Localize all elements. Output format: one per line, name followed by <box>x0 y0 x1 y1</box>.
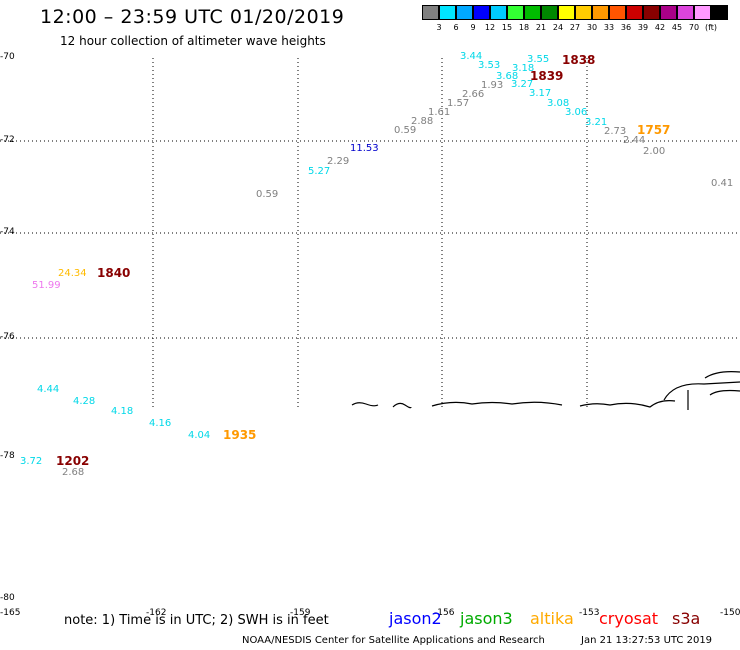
wave-height-value: 2.73 <box>604 126 627 137</box>
wave-height-value: 4.04 <box>188 430 211 441</box>
legend-swatch <box>524 5 541 20</box>
wave-height-value: 3.18 <box>512 63 535 74</box>
legend-label: 33 <box>603 23 615 32</box>
wave-height-value: 2.44 <box>623 135 646 146</box>
wave-height-value: 3.08 <box>547 98 570 109</box>
wave-height-value: 2.88 <box>411 116 434 127</box>
legend-swatch <box>473 5 490 20</box>
legend-swatch <box>558 5 575 20</box>
wave-height-value: 2.66 <box>462 89 485 100</box>
legend-label: 45 <box>671 23 683 32</box>
legend-swatch <box>643 5 660 20</box>
wave-height-value: 1.57 <box>447 98 470 109</box>
lat-label: -76 <box>0 332 15 342</box>
wave-height-value: 1.93 <box>481 80 504 91</box>
wave-height-value: 11.53 <box>350 143 379 154</box>
legend-swatch <box>507 5 524 20</box>
wave-height-value: 0.59 <box>394 125 417 136</box>
legend-label: 21 <box>535 23 547 32</box>
graticule <box>0 58 740 408</box>
lon-label: -156 <box>434 608 455 618</box>
coastline <box>351 371 740 410</box>
legend-label: 70 <box>688 23 700 32</box>
legend-label: (ft) <box>704 23 718 32</box>
legend-label: 6 <box>453 23 459 32</box>
wave-height-value: 24.34 <box>58 268 87 279</box>
legend-label: 42 <box>654 23 666 32</box>
satellite-name: s3a <box>672 609 701 628</box>
legend-label: 18 <box>518 23 530 32</box>
pass-time-label: 1757 <box>637 123 671 137</box>
generation-timestamp: Jan 21 13:27:53 UTC 2019 <box>581 635 713 646</box>
wave-height-value: 3.53 <box>478 60 501 71</box>
legend-label: 39 <box>637 23 649 32</box>
legend-label: 27 <box>569 23 581 32</box>
pass-time-label: 1840 <box>97 266 131 280</box>
legend-swatch <box>694 5 711 20</box>
wave-height-value: 1.61 <box>428 107 451 118</box>
legend-swatch <box>541 5 558 20</box>
pass-time-label: 1838 <box>562 53 596 67</box>
wave-height-value: 3.44 <box>460 51 483 62</box>
satellite-name: jason3 <box>460 609 513 628</box>
wave-height-value: 3.17 <box>529 88 552 99</box>
legend-swatch <box>439 5 456 20</box>
legend-swatch <box>660 5 677 20</box>
legend-swatch <box>626 5 643 20</box>
wave-height-value: 2.68 <box>62 467 85 478</box>
lat-label: -72 <box>0 135 15 145</box>
lon-label: -150 <box>720 608 740 618</box>
lon-label: -165 <box>0 608 21 618</box>
wave-height-value: 3.55 <box>527 54 550 65</box>
legend-label: 30 <box>586 23 598 32</box>
legend-swatch <box>592 5 609 20</box>
lat-label: -70 <box>0 52 15 62</box>
wave-height-value: 51.99 <box>32 280 61 291</box>
satellite-name: jason2 <box>389 609 442 628</box>
legend-swatch <box>490 5 507 20</box>
wave-height-value: 3.27 <box>511 79 534 90</box>
legend-label: 9 <box>470 23 476 32</box>
legend-label: 36 <box>620 23 632 32</box>
legend-swatch <box>677 5 694 20</box>
wave-height-value: 4.16 <box>149 418 172 429</box>
wave-height-value: 3.68 <box>496 71 519 82</box>
lat-label: -80 <box>0 593 15 603</box>
legend-swatch <box>711 5 728 20</box>
wave-height-value: 3.72 <box>20 456 43 467</box>
wave-height-value: 5.27 <box>308 166 331 177</box>
wave-height-value: 4.28 <box>73 396 96 407</box>
pass-time-label: 1839 <box>530 69 564 83</box>
legend-label: 24 <box>552 23 564 32</box>
satellite-name: altika <box>530 609 574 628</box>
pass-time-label: 1935 <box>223 428 257 442</box>
satellite-name: cryosat <box>599 609 659 628</box>
credit-line: NOAA/NESDIS Center for Satellite Applica… <box>242 635 545 646</box>
wave-height-value: 2.00 <box>643 146 666 157</box>
footer-note: note: 1) Time is in UTC; 2) SWH is in fe… <box>64 613 329 628</box>
legend-swatch <box>609 5 626 20</box>
page-title: 12:00 – 23:59 UTC 01/20/2019 <box>40 6 345 28</box>
wave-height-value: 3.06 <box>565 107 588 118</box>
wave-height-value: 0.59 <box>256 189 279 200</box>
lat-label: -78 <box>0 451 15 461</box>
legend-label: 12 <box>484 23 496 32</box>
legend-label: 3 <box>436 23 442 32</box>
wave-height-value: 0.41 <box>711 178 734 189</box>
wave-height-value: 4.18 <box>111 406 134 417</box>
legend-swatch <box>422 5 439 20</box>
legend-swatch <box>456 5 473 20</box>
lat-label: -74 <box>0 227 15 237</box>
legend-label: 15 <box>501 23 513 32</box>
wave-height-value: 2.29 <box>327 156 350 167</box>
page-subtitle: 12 hour collection of altimeter wave hei… <box>60 34 326 48</box>
wave-height-value: 3.21 <box>585 117 608 128</box>
lon-label: -162 <box>146 608 167 618</box>
wave-height-value: 4.44 <box>37 384 60 395</box>
lon-label: -159 <box>290 608 311 618</box>
legend-swatch <box>575 5 592 20</box>
pass-time-label: 1202 <box>56 454 90 468</box>
lon-label: -153 <box>579 608 600 618</box>
